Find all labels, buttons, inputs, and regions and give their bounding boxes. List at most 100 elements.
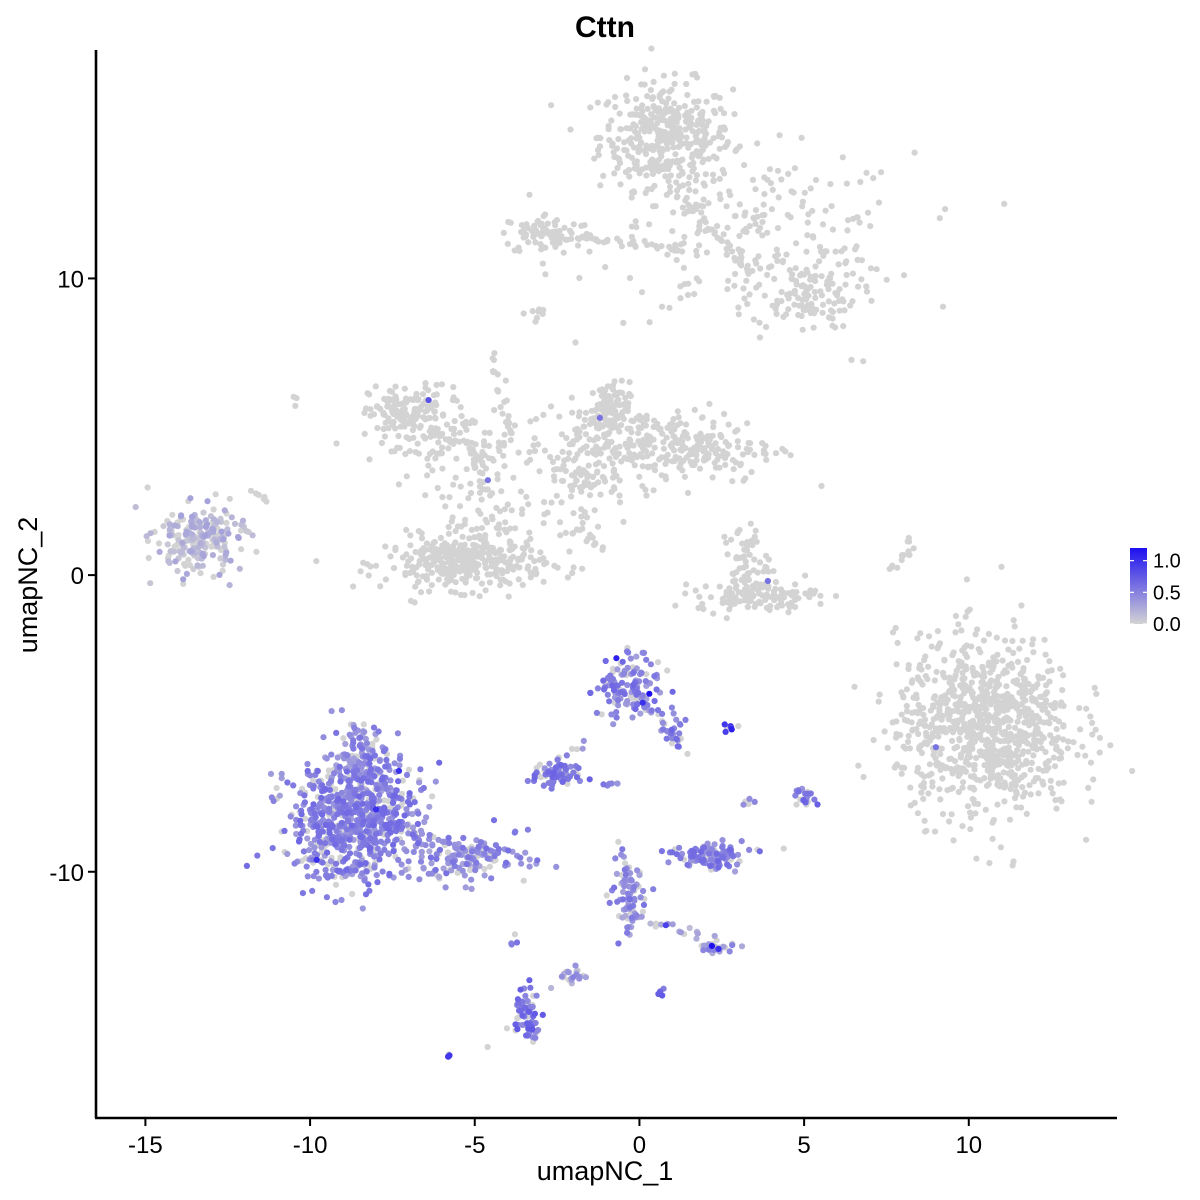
- cell-point: [507, 547, 514, 554]
- cell-point: [1057, 749, 1064, 756]
- cell-point: [526, 529, 533, 536]
- cell-point: [532, 1034, 539, 1041]
- cell-point: [497, 582, 504, 589]
- cell-point: [473, 525, 480, 532]
- cell-point: [406, 448, 413, 455]
- cell-point: [909, 726, 916, 733]
- cell-point: [636, 416, 643, 423]
- cell-point: [1056, 755, 1063, 762]
- cell-point: [488, 559, 495, 566]
- cell-point: [763, 456, 770, 463]
- cell-point: [621, 882, 628, 889]
- cell-point: [422, 435, 429, 442]
- cell-point: [671, 100, 678, 107]
- cell-point: [614, 164, 621, 172]
- cell-point: [216, 571, 223, 579]
- cell-point: [630, 669, 637, 677]
- cell-point: [750, 316, 758, 323]
- cell-point: [614, 412, 622, 419]
- cell-point: [791, 301, 798, 308]
- cell-point: [1024, 656, 1031, 664]
- cell-point: [875, 199, 883, 206]
- cell-point: [616, 110, 623, 117]
- cell-point: [701, 942, 708, 949]
- cell-point: [973, 855, 980, 862]
- cell-point: [448, 867, 455, 874]
- cell-point: [1064, 745, 1071, 752]
- cell-point: [676, 125, 683, 132]
- cell-point: [985, 630, 993, 638]
- cell-point: [334, 867, 341, 874]
- cell-point: [742, 563, 750, 570]
- cell-point: [643, 492, 650, 499]
- cell-point: [719, 599, 726, 607]
- cell-point: [231, 520, 239, 528]
- cell-point: [729, 457, 737, 464]
- cell-point: [894, 564, 901, 571]
- cell-point: [719, 844, 726, 851]
- cell-point: [540, 244, 547, 251]
- cell-point: [664, 667, 671, 674]
- cell-point: [638, 669, 645, 677]
- cell-point: [948, 681, 955, 688]
- cell-point: [457, 483, 464, 490]
- cell-point: [646, 433, 654, 440]
- cell-point: [445, 445, 452, 452]
- cell-point: [650, 103, 657, 110]
- cell-point: [269, 845, 276, 852]
- cell-point: [710, 107, 718, 114]
- cell-point: [898, 770, 905, 777]
- cell-point: [605, 123, 612, 130]
- cell-point: [914, 764, 922, 772]
- cell-point: [1030, 736, 1038, 743]
- cell-point: [949, 784, 956, 792]
- cell-point: [352, 867, 359, 874]
- cell-point: [396, 762, 403, 769]
- cell-point: [772, 579, 780, 586]
- cell-point: [731, 868, 739, 875]
- cell-point: [493, 556, 500, 563]
- cell-point: [284, 779, 291, 786]
- cell-point: [487, 571, 494, 578]
- cell-point: [809, 233, 817, 240]
- cell-point: [647, 661, 655, 668]
- cell-point: [426, 831, 433, 839]
- cell-point: [663, 100, 670, 107]
- cell-point: [582, 409, 590, 416]
- cell-point: [416, 876, 423, 883]
- cell-point: [971, 669, 978, 676]
- cell-point: [452, 528, 459, 535]
- cell-point: [1014, 658, 1022, 666]
- cell-point: [576, 434, 583, 441]
- cell-point: [805, 592, 812, 599]
- cell-point: [676, 143, 683, 150]
- cell-point: [600, 677, 607, 684]
- cell-point: [526, 856, 533, 863]
- cell-point: [1005, 745, 1012, 752]
- cell-point: [328, 778, 335, 785]
- cell-point: [1021, 675, 1028, 683]
- cell-point: [924, 676, 931, 683]
- cell-point: [357, 734, 364, 741]
- cell-point: [429, 448, 436, 455]
- cell-point: [424, 455, 431, 462]
- cell-point: [1027, 766, 1034, 773]
- cell-point: [710, 177, 717, 185]
- cell-point: [693, 74, 701, 81]
- cell-point: [606, 698, 613, 705]
- cell-point: [939, 775, 946, 782]
- cell-point: [460, 544, 467, 551]
- cell-point: [804, 301, 812, 309]
- cell-point: [436, 873, 443, 881]
- cell-point: [199, 562, 206, 569]
- cell-point: [1079, 743, 1086, 750]
- cell-point: [1028, 759, 1035, 767]
- cell-point: [970, 773, 978, 780]
- cell-point: [914, 635, 921, 642]
- cell-point: [972, 707, 980, 715]
- cell-point: [1083, 705, 1090, 712]
- cell-point: [388, 388, 396, 395]
- cell-point: [624, 425, 631, 432]
- cell-point: [622, 394, 629, 401]
- cell-point: [881, 728, 888, 735]
